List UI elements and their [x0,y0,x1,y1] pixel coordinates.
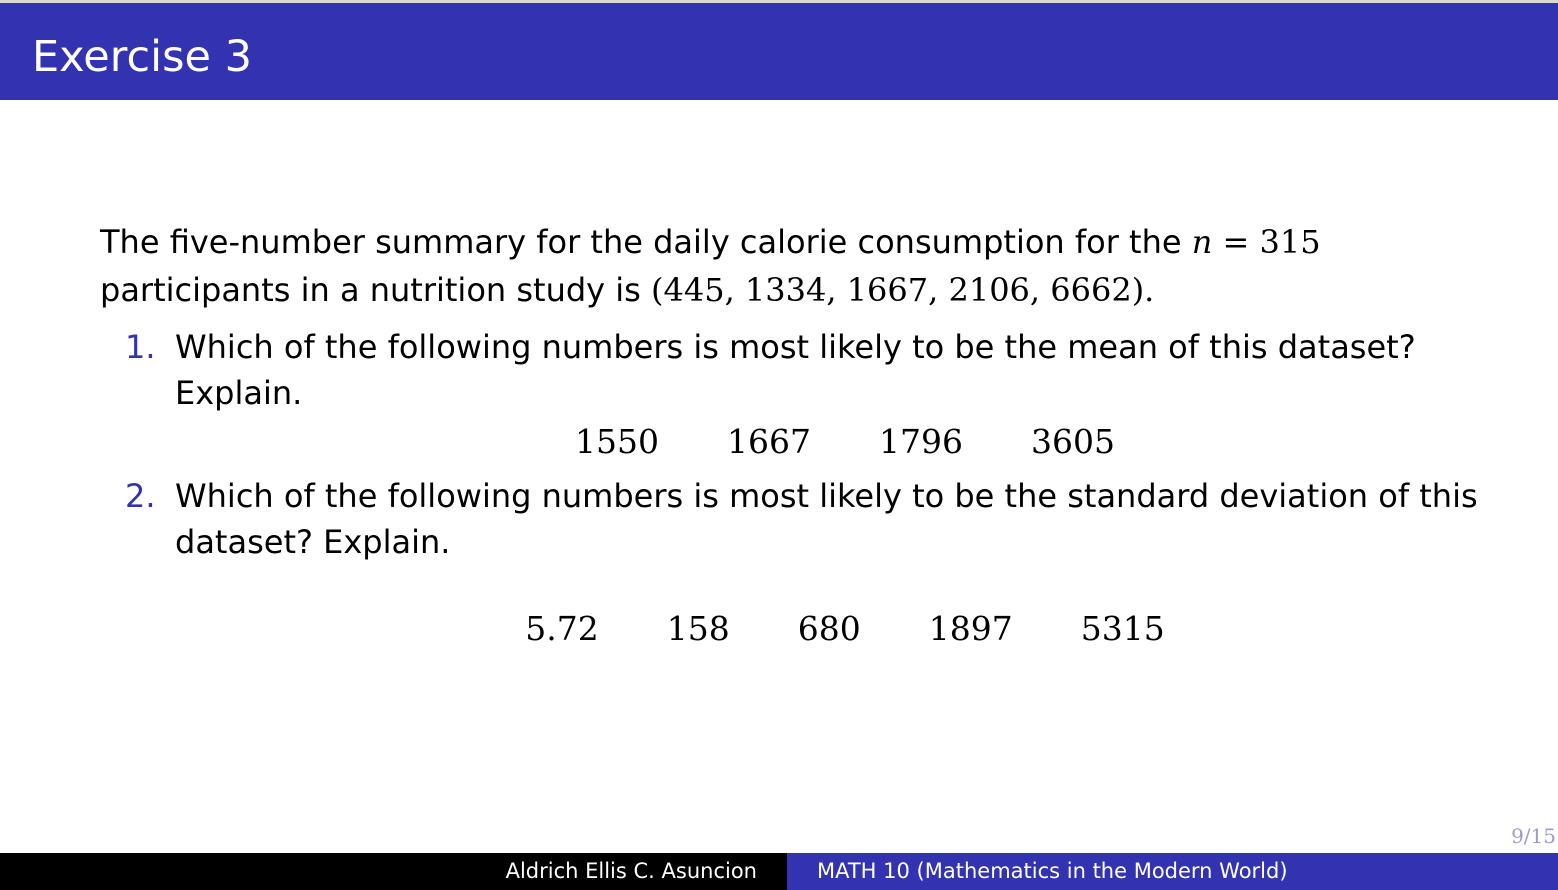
question-2-options: 5.72 158 680 1897 5315 [100,609,1500,648]
intro-paragraph: The five-number summary for the daily ca… [100,218,1500,314]
window-top-border [0,0,1558,3]
option-value: 5.72 [525,609,599,648]
option-value: 5315 [1080,609,1165,648]
question-number: 2. [125,477,156,515]
option-value: 1897 [928,609,1013,648]
option-value: 1796 [879,422,963,461]
page-number: 9/15 [1511,824,1556,848]
footer-course: MATH 10 (Mathematics in the Modern World… [787,853,1558,890]
math-variable-n: n [1191,223,1213,261]
question-1: 1. Which of the following numbers is mos… [100,324,1500,416]
slide-footer: Aldrich Ellis C. Asuncion MATH 10 (Mathe… [0,853,1558,890]
option-value: 680 [797,609,861,648]
intro-period: . [1144,271,1155,309]
math-equals-value: = 315 [1212,223,1321,261]
option-value: 3605 [1030,422,1115,461]
question-text: Which of the following numbers is most l… [175,328,1416,412]
intro-text-line2: participants in a nutrition study is [100,271,651,309]
footer-author: Aldrich Ellis C. Asuncion [0,853,787,890]
question-number: 1. [125,328,156,366]
option-value: 1667 [727,422,811,461]
question-2: 2. Which of the following numbers is mos… [100,473,1500,565]
question-text: Which of the following numbers is most l… [175,477,1478,561]
option-value: 1550 [575,422,660,461]
five-number-summary: (445, 1334, 1667, 2106, 6662) [651,271,1145,309]
slide-title-bar: Exercise 3 [0,3,1558,100]
question-1-options: 1550 1667 1796 3605 [100,422,1500,461]
option-value: 158 [666,609,730,648]
slide-body: The five-number summary for the daily ca… [100,218,1500,648]
intro-text: The five-number summary for the daily ca… [100,223,1192,261]
slide-title: Exercise 3 [32,32,252,82]
